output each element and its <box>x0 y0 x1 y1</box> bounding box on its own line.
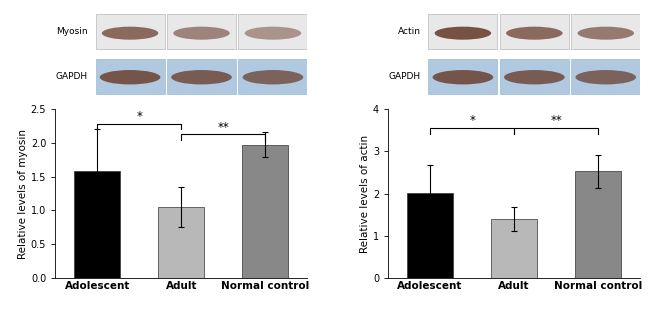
Bar <box>167 14 236 49</box>
Text: GAPDH: GAPDH <box>389 72 421 81</box>
Bar <box>571 14 640 49</box>
Bar <box>167 60 236 94</box>
Bar <box>571 60 640 94</box>
Bar <box>500 60 569 94</box>
Text: **: ** <box>551 114 562 127</box>
Ellipse shape <box>433 70 493 84</box>
Ellipse shape <box>242 70 304 84</box>
Bar <box>575 172 621 278</box>
Text: Actin: Actin <box>398 27 421 36</box>
Ellipse shape <box>504 70 565 84</box>
Ellipse shape <box>575 70 636 84</box>
Bar <box>500 14 569 49</box>
Bar <box>407 193 453 278</box>
Text: **: ** <box>218 121 229 133</box>
Bar <box>239 60 307 94</box>
Text: *: * <box>136 110 142 123</box>
Y-axis label: Relative levels of actin: Relative levels of actin <box>360 134 370 252</box>
Y-axis label: Relative levels of myosin: Relative levels of myosin <box>18 129 28 259</box>
Ellipse shape <box>102 27 159 40</box>
Ellipse shape <box>578 27 634 40</box>
Bar <box>239 14 307 49</box>
Ellipse shape <box>174 27 229 40</box>
Bar <box>96 14 164 49</box>
Bar <box>74 171 120 278</box>
Ellipse shape <box>435 27 491 40</box>
Bar <box>428 14 497 49</box>
Ellipse shape <box>506 27 563 40</box>
Text: Myosin: Myosin <box>57 27 88 36</box>
Bar <box>428 60 497 94</box>
Bar <box>96 60 164 94</box>
Bar <box>158 207 205 278</box>
Ellipse shape <box>171 70 232 84</box>
Bar <box>242 145 289 278</box>
Ellipse shape <box>244 27 301 40</box>
Ellipse shape <box>99 70 161 84</box>
Text: *: * <box>469 114 475 127</box>
Bar <box>491 219 538 278</box>
Text: GAPDH: GAPDH <box>56 72 88 81</box>
